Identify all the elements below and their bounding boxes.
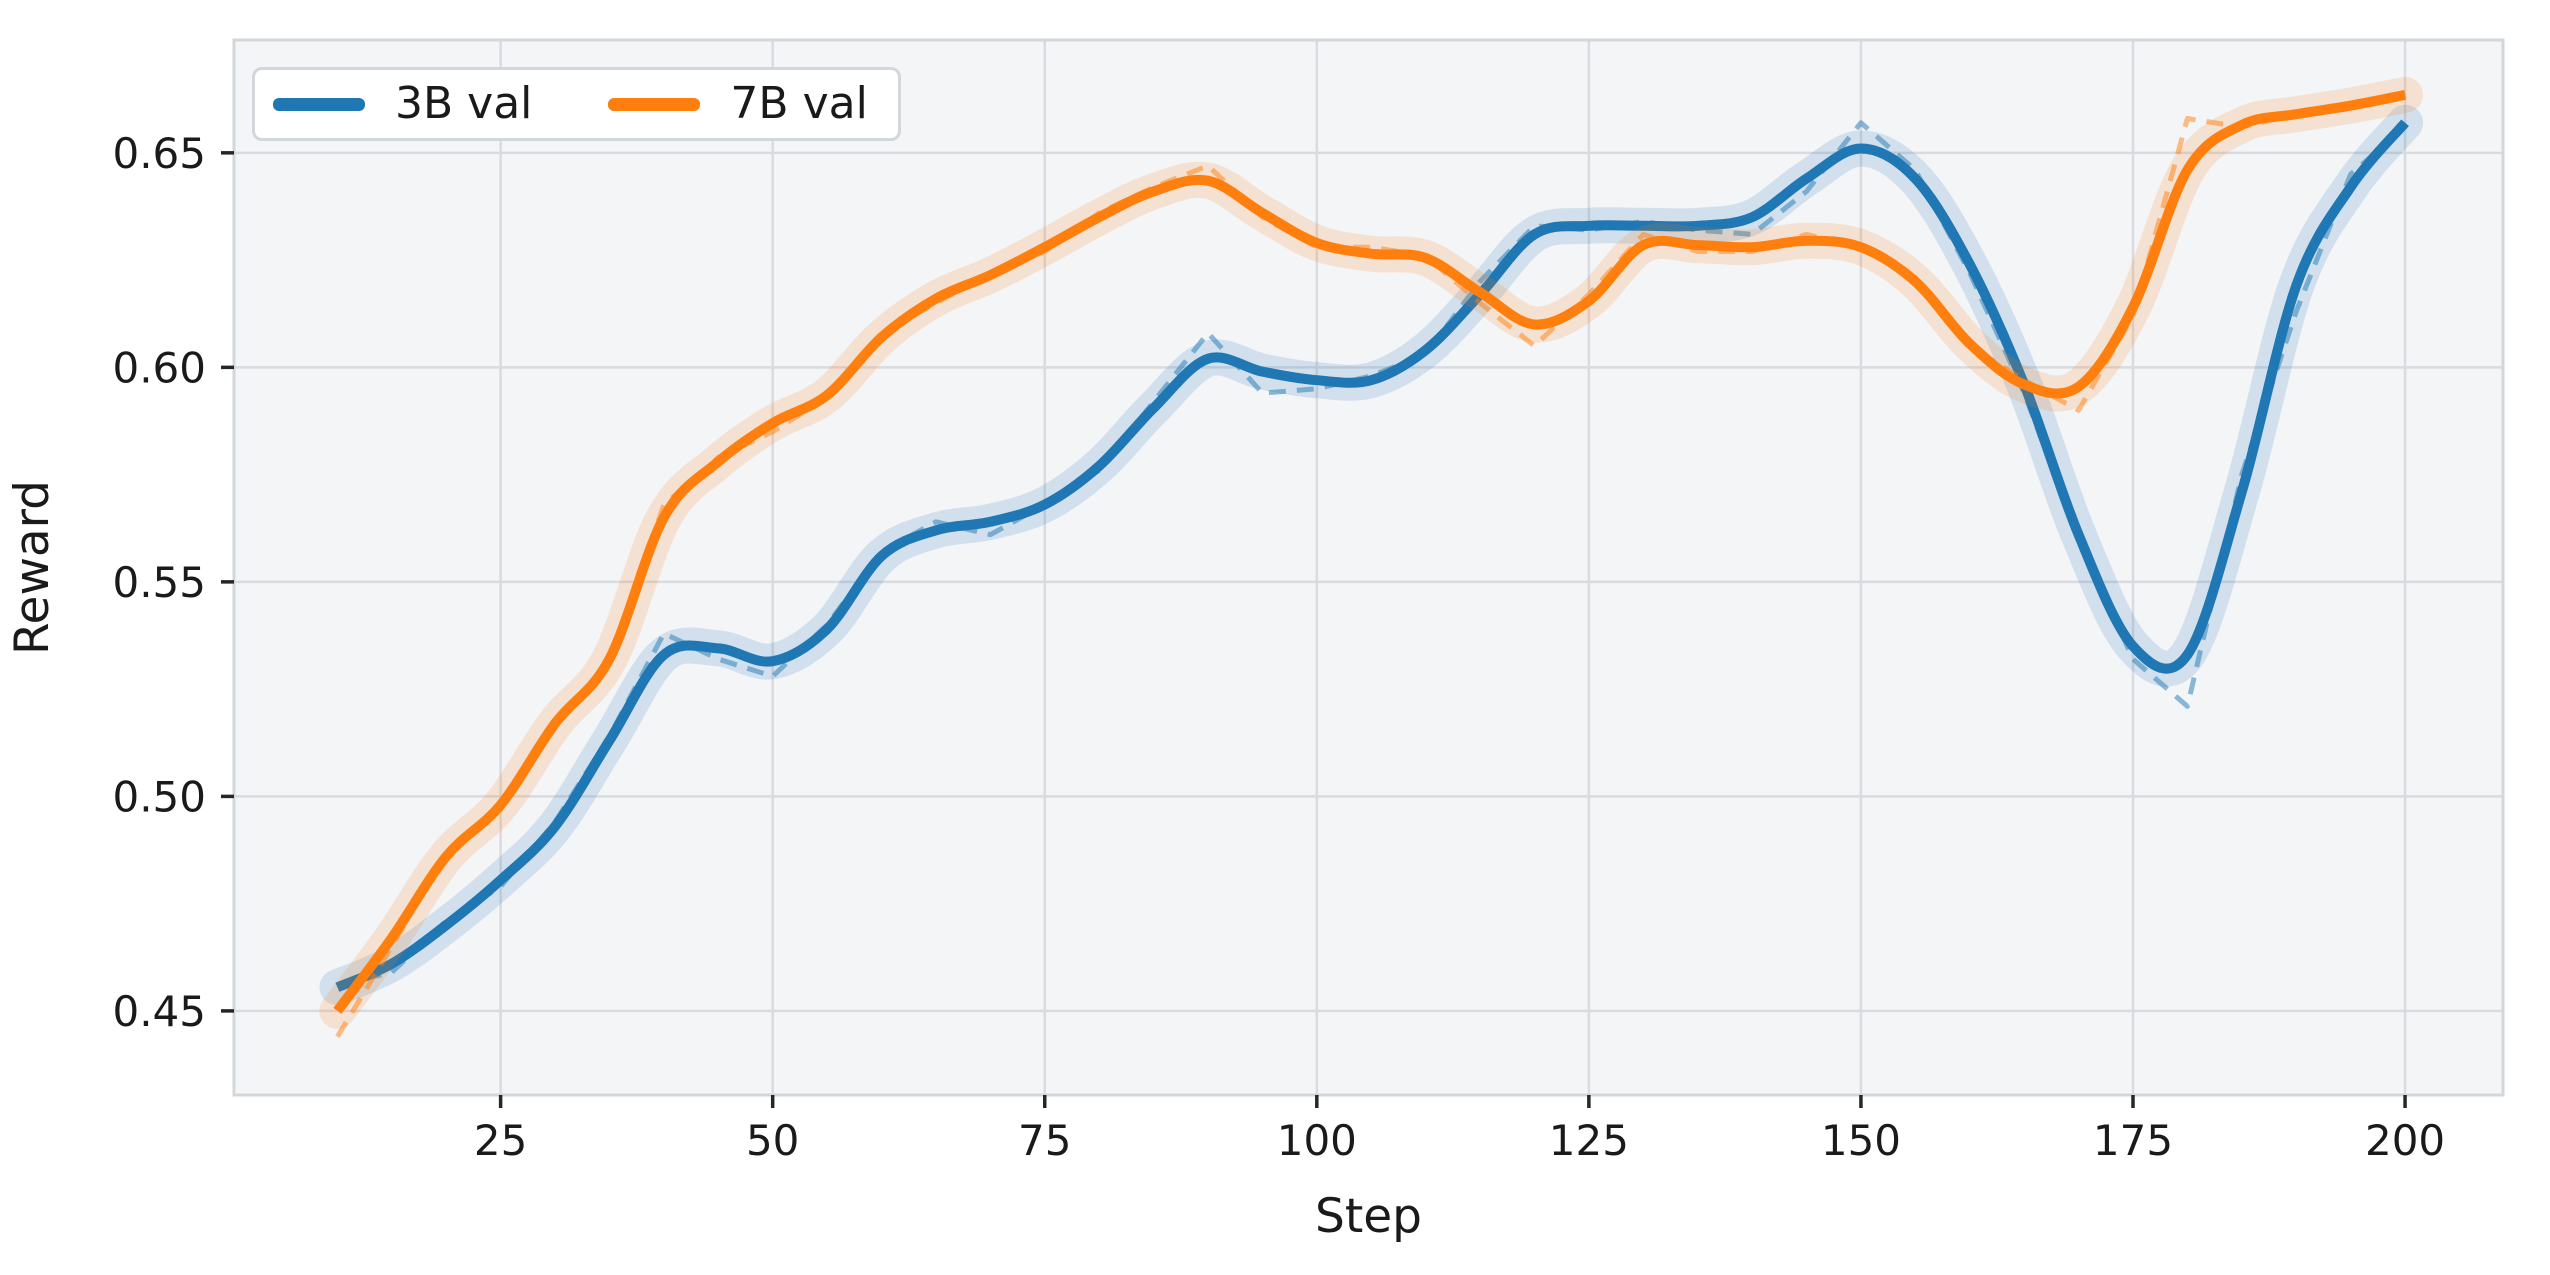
legend-label-3b-val: 3B val (395, 78, 533, 129)
legend: 3B val 7B val (252, 67, 901, 141)
y-axis-tick-label-0.5: 0.50 (112, 772, 206, 821)
y-axis-tick-label-0.45: 0.45 (112, 987, 206, 1036)
legend-item-7b-val: 7B val (608, 78, 868, 129)
legend-label-7b-val: 7B val (730, 78, 868, 129)
x-axis-tick-label-125: 125 (1549, 1116, 1629, 1165)
legend-swatch-7b-val (608, 97, 701, 111)
series-3b-val-smoothed-line (335, 119, 2409, 992)
y-axis-tick-label-0.6: 0.60 (112, 343, 206, 392)
legend-item-3b-val: 3B val (273, 82, 532, 126)
x-axis-tick-label-150: 150 (1821, 1116, 1901, 1165)
plot-border (232, 38, 2505, 1097)
plot-area (234, 40, 2503, 1095)
x-axis-tick-label-50: 50 (746, 1116, 799, 1165)
y-axis-tick-label-0.55: 0.55 (112, 558, 206, 607)
x-axis-tick-label-75: 75 (1018, 1116, 1071, 1165)
x-axis-tick-label-100: 100 (1277, 1116, 1357, 1165)
x-axis-tick-label-200: 200 (2365, 1116, 2445, 1165)
series-7b-val-smoothed-line (333, 89, 2407, 1014)
x-axis-label: Step (1315, 1189, 1422, 1244)
x-axis-tick-label-175: 175 (2093, 1116, 2173, 1165)
x-axis-tick-label-25: 25 (474, 1116, 527, 1165)
legend-swatch-3b-val (273, 97, 365, 111)
y-axis-label: Reward (5, 480, 60, 655)
y-axis-tick-label-0.65: 0.65 (112, 129, 206, 178)
